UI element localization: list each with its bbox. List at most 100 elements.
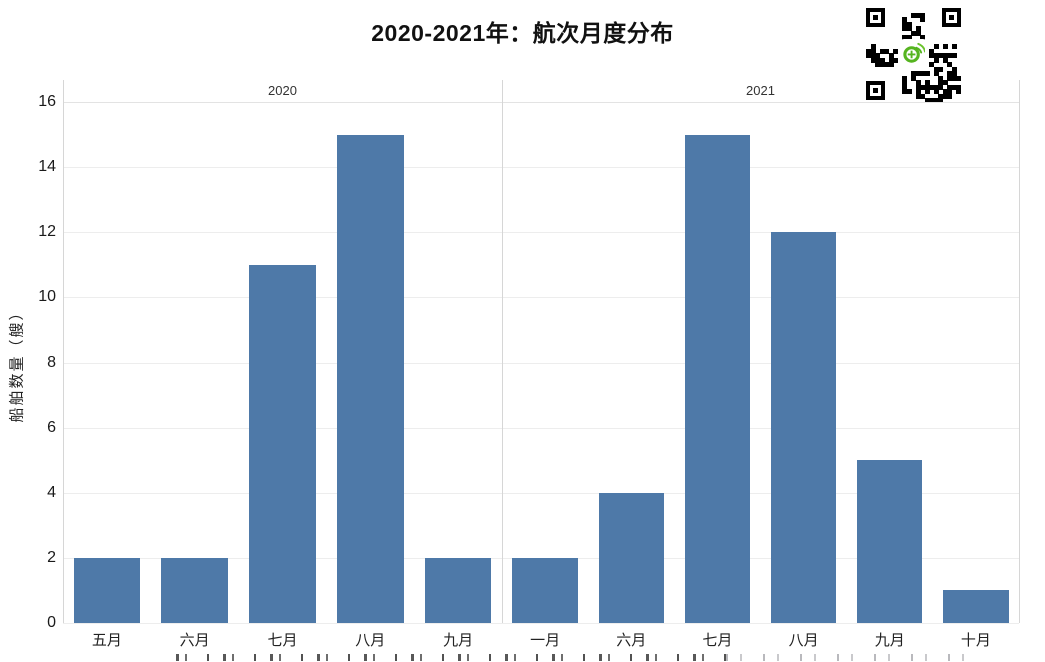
facet-strip-label: 2021 [746, 83, 775, 98]
qr-module [933, 98, 939, 104]
qr-module [951, 53, 957, 59]
qr-module [938, 80, 944, 86]
qr-module [875, 62, 881, 68]
bar [424, 557, 492, 623]
x-tick-label: 五月 [91, 633, 122, 649]
qr-module [924, 80, 930, 86]
qr-module [938, 98, 944, 104]
y-tick-label: 8 [47, 353, 56, 371]
qr-module [929, 62, 935, 68]
qr-module [879, 48, 885, 54]
qr-module [902, 17, 908, 23]
qr-module [947, 89, 953, 95]
qr-module [956, 89, 962, 95]
qr-module [951, 84, 957, 90]
qr-module [915, 89, 921, 95]
qr-module [938, 53, 944, 59]
qr-module [920, 35, 926, 41]
y-tick-label: 2 [47, 548, 56, 566]
qr-module [933, 66, 939, 72]
qr-module [875, 53, 881, 59]
qr-module [929, 48, 935, 54]
cropped-caption-fragment [726, 654, 976, 661]
y-tick-label: 16 [38, 93, 56, 110]
qr-module [915, 84, 921, 90]
qr-module [920, 17, 926, 23]
x-tick-label: 九月 [874, 633, 905, 649]
qr-module [938, 75, 944, 81]
bar [598, 492, 664, 623]
qr-module [915, 71, 921, 77]
qr-module [924, 84, 930, 90]
y-tick-label: 10 [38, 288, 56, 306]
qr-finder-icon [866, 81, 885, 100]
qr-module [947, 53, 953, 59]
qr-module [906, 26, 912, 32]
x-tick-label: 八月 [355, 633, 386, 649]
qr-module [915, 12, 921, 18]
chart-title: 2020-2021年：航次月度分布 [371, 20, 674, 46]
qr-module [866, 53, 871, 59]
qr-module [911, 30, 917, 36]
qr-module [924, 71, 930, 77]
gridline [63, 623, 1019, 624]
qr-module [906, 89, 912, 95]
qr-module [938, 66, 944, 72]
qr-module [942, 57, 948, 63]
cropped-caption-fragment [176, 654, 726, 661]
y-tick-label: 6 [47, 418, 56, 436]
qr-module [933, 71, 939, 77]
bar [336, 134, 404, 623]
panel-border [63, 80, 64, 623]
qr-module [870, 44, 876, 50]
qr-module [870, 57, 876, 63]
qr-module [902, 21, 908, 27]
qr-module [956, 75, 962, 81]
qr-module [906, 35, 912, 41]
qr-module [942, 53, 948, 59]
qr-finder-icon [942, 8, 961, 27]
panel-border [1019, 80, 1020, 623]
qr-module [929, 84, 935, 90]
qr-module [942, 93, 948, 99]
x-tick-label: 九月 [443, 633, 474, 649]
qr-module [902, 89, 908, 95]
y-tick-label: 0 [47, 614, 56, 631]
qr-module [956, 84, 962, 90]
qr-module [951, 75, 957, 81]
qr-module [902, 80, 908, 86]
panel-border [502, 80, 503, 623]
qr-module [915, 93, 921, 99]
qr-module [947, 71, 953, 77]
qr-module [893, 57, 899, 63]
gridline [63, 167, 1019, 169]
gridline [63, 232, 1019, 234]
bar [770, 232, 837, 623]
qr-module [920, 84, 926, 90]
qr-module [933, 89, 939, 95]
qr-module [924, 89, 930, 95]
qr-module [911, 75, 917, 81]
qr-module [902, 84, 908, 90]
qr-module [942, 89, 948, 95]
qr-module [911, 71, 917, 77]
qr-module [920, 71, 926, 77]
qr-module [879, 57, 885, 63]
x-tick-label: 一月 [530, 633, 561, 649]
qr-module [947, 93, 953, 99]
green-signal-logo-icon [899, 39, 928, 68]
bar [249, 264, 316, 623]
gridline [63, 492, 1019, 494]
qr-module [942, 44, 948, 50]
x-tick-label: 八月 [788, 633, 819, 649]
qr-module [951, 66, 957, 72]
gridline [63, 297, 1019, 299]
x-tick-label: 十月 [960, 633, 991, 649]
qr-module [929, 98, 935, 104]
qr-module [884, 62, 890, 68]
qr-module [915, 26, 921, 32]
qr-module [933, 57, 939, 63]
bar [943, 590, 1009, 623]
qr-module [924, 98, 930, 104]
